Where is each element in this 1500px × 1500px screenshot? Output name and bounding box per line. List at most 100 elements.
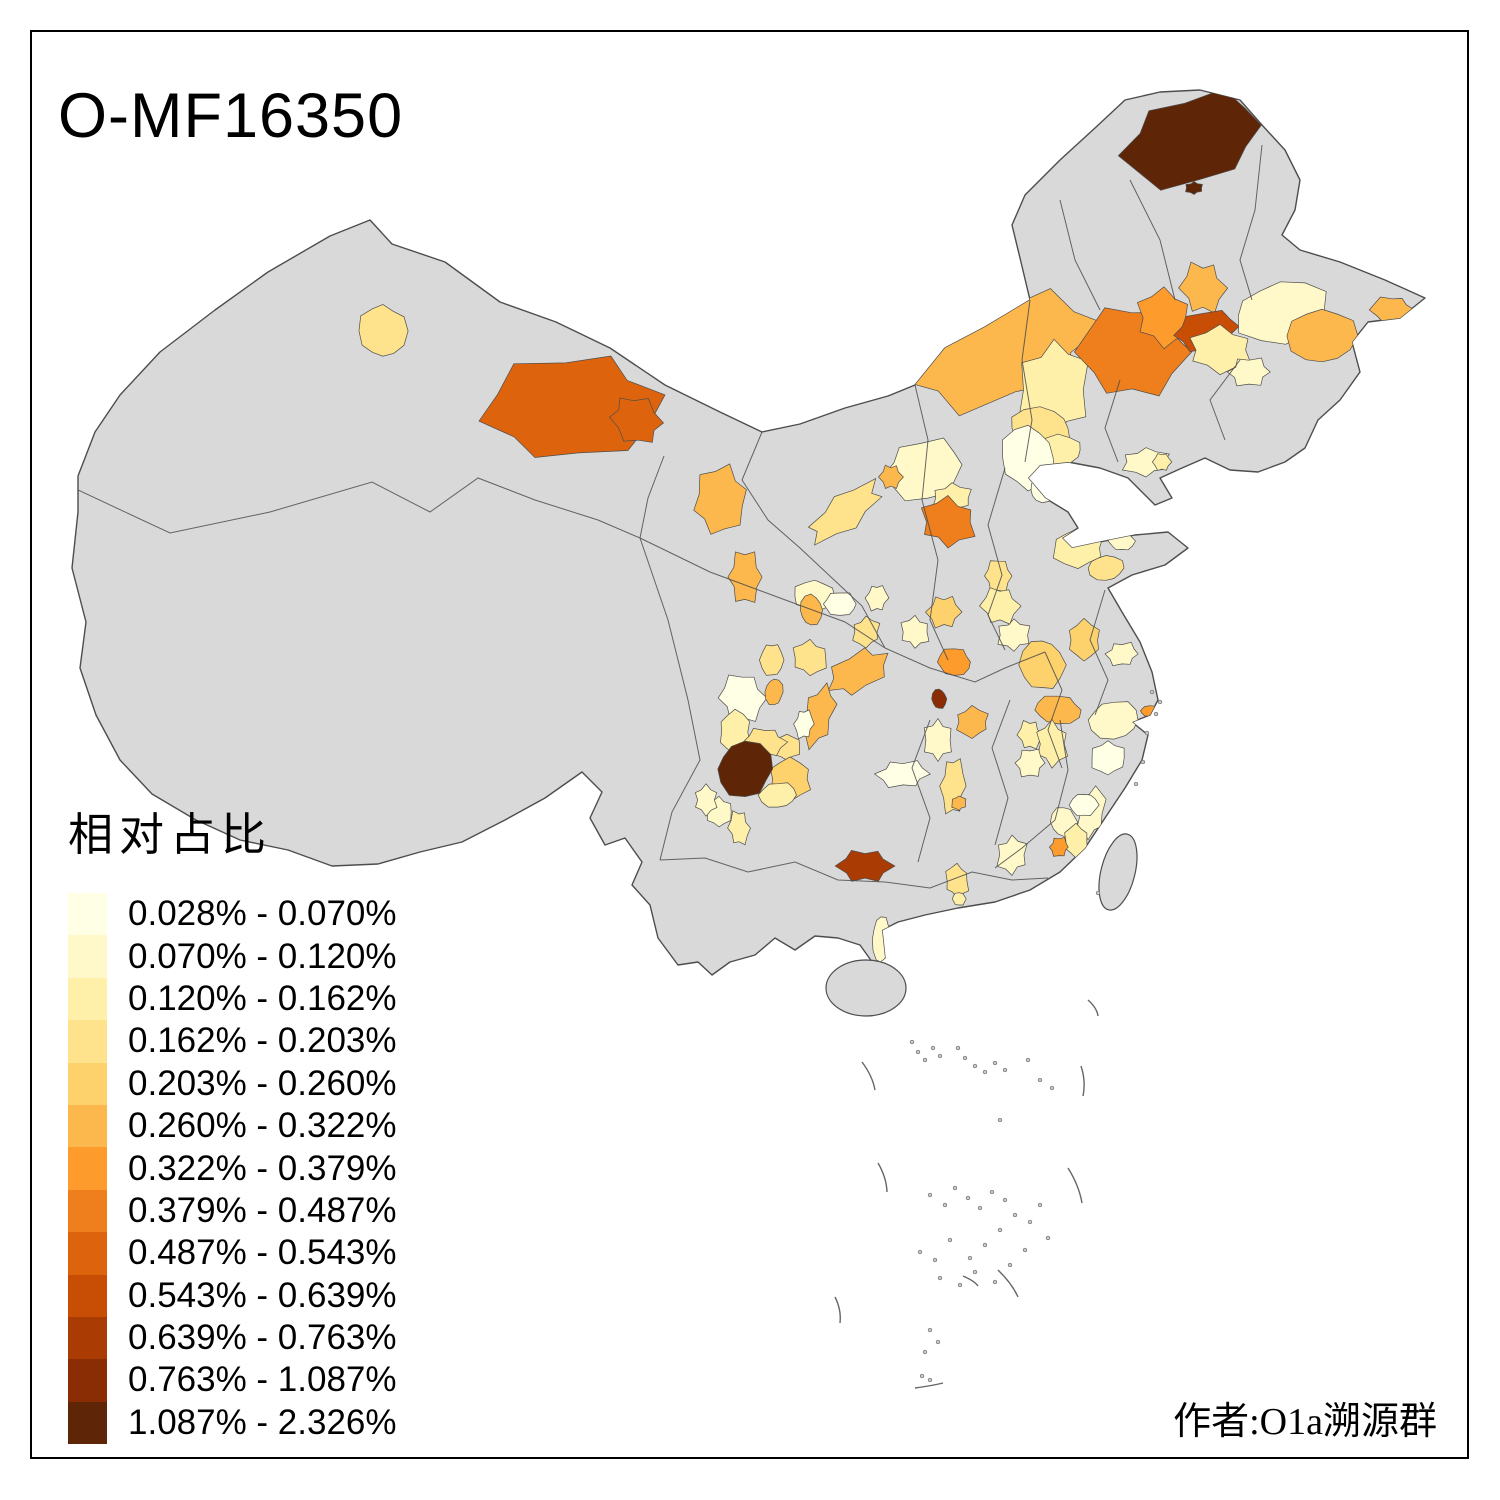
province-border-line (639, 455, 665, 539)
province-border-line (911, 719, 931, 863)
islet-dot (965, 1195, 971, 1201)
islet-dot (1002, 1197, 1008, 1203)
prefecture-region (478, 355, 666, 458)
islet-dot (915, 1049, 921, 1055)
prefecture-region (878, 464, 904, 489)
china-mainland (71, 89, 1426, 976)
legend-label: 0.260% - 0.322% (128, 1106, 397, 1146)
map-title: O-MF16350 (58, 81, 404, 151)
prefecture-region (717, 674, 768, 722)
province-border-line (1104, 379, 1121, 463)
legend-label: 0.028% - 0.070% (128, 894, 397, 934)
legend-class-row: 0.162% - 0.203% (68, 1020, 397, 1063)
islet-dot (1007, 1262, 1013, 1268)
legend-class-row: 0.070% - 0.120% (68, 935, 397, 978)
province-border-line (639, 537, 701, 861)
islet-dot (992, 1060, 998, 1066)
prefecture-region (1151, 453, 1173, 471)
islet-dot (957, 1282, 963, 1288)
legend-swatch (68, 1401, 107, 1445)
islet-dot (955, 1045, 961, 1051)
legend-swatch (68, 977, 107, 1021)
legend-swatch (68, 893, 107, 936)
islet-dot (997, 1117, 1003, 1123)
legend-rows: 0.028% - 0.070% 0.070% - 0.120% 0.120% - 0… (68, 893, 397, 1445)
islet-dot (1144, 730, 1150, 736)
prefecture-region (864, 585, 890, 612)
islet-dot (909, 1039, 915, 1045)
islet-dot (1149, 689, 1155, 695)
province-border-line (1059, 199, 1101, 311)
prefecture-region (1069, 617, 1100, 662)
sea-boundary-dash (962, 1275, 979, 1287)
province-border-line (77, 477, 641, 539)
legend-class-row: 0.028% - 0.070% (68, 893, 397, 936)
province-border-line (1054, 719, 1069, 821)
prefecture-region (997, 618, 1031, 652)
prefecture-region (608, 397, 665, 443)
prefecture-region (1129, 587, 1172, 613)
prefecture-region (1117, 90, 1262, 191)
prefecture-region (1091, 740, 1125, 776)
legend-swatch (68, 1147, 107, 1190)
islet-dot (1153, 711, 1159, 717)
prefecture-patches (358, 90, 1415, 964)
south-china-sea-islets (834, 689, 1163, 1389)
prefecture-region (727, 810, 751, 846)
legend-class-row: 0.322% - 0.379% (68, 1147, 397, 1190)
legend-class-row: 0.379% - 0.487% (68, 1189, 397, 1233)
islet-dot (1157, 699, 1163, 705)
islet-dot (927, 1192, 933, 1198)
province-border-line (991, 699, 1011, 846)
province-borders (77, 144, 1263, 889)
islet-dot (932, 1257, 938, 1263)
islet-dot (972, 1269, 978, 1275)
prefecture-region (979, 587, 1022, 625)
taiwan-island (1098, 833, 1138, 911)
sea-boundary-dash (834, 1296, 841, 1324)
islet-dot (930, 1045, 936, 1051)
prefecture-region (1087, 555, 1125, 581)
legend-title: 相对占比 (68, 810, 273, 860)
legend-swatch (68, 1274, 107, 1317)
islet-dot (937, 1275, 943, 1281)
islet-dot (1049, 1085, 1055, 1091)
islet-dot (962, 1055, 968, 1061)
prefecture-region (358, 304, 409, 357)
islet-dot (1140, 759, 1146, 765)
sea-boundary-dash (877, 1162, 888, 1193)
prefecture-region (1104, 641, 1139, 667)
province-border-line (1089, 589, 1109, 716)
islet-dot (927, 1327, 933, 1333)
legend-class-row: 0.639% - 0.763% (68, 1316, 397, 1360)
province-border-line (741, 431, 886, 649)
legend-label: 0.763% - 1.087% (128, 1360, 397, 1400)
legend-swatch (68, 1062, 107, 1105)
legend-label: 1.087% - 2.326% (128, 1402, 397, 1442)
legend-label: 0.543% - 0.639% (128, 1275, 397, 1315)
prefecture-region (822, 592, 857, 616)
prefecture-region (759, 644, 785, 676)
prefecture-region (793, 709, 815, 740)
province-border-line (1239, 144, 1263, 301)
legend-class-row: 0.763% - 1.087% (68, 1359, 397, 1402)
islet-dot (919, 1373, 925, 1379)
prefecture-region (1185, 181, 1203, 195)
prefecture-region (693, 463, 747, 535)
legend: 相对占比 0.028% - 0.070% 0.070% - 0.120% 0.120… (68, 798, 397, 1445)
islet-dot (982, 1069, 988, 1075)
province-border-line (639, 537, 886, 649)
prefecture-region (807, 477, 883, 546)
legend-label: 0.487% - 0.543% (128, 1233, 397, 1273)
prefecture-region (1068, 794, 1100, 817)
prefecture-region (1014, 748, 1046, 778)
legend-class-row: 0.260% - 0.322% (68, 1104, 397, 1148)
prefecture-region (1034, 695, 1082, 725)
province-border-line (1044, 651, 1063, 769)
legend-label: 0.322% - 0.379% (128, 1148, 397, 1188)
prefecture-region (764, 678, 784, 706)
prefecture-region (727, 551, 763, 603)
province-border-line (659, 857, 1049, 889)
islet-dot (952, 1185, 958, 1191)
